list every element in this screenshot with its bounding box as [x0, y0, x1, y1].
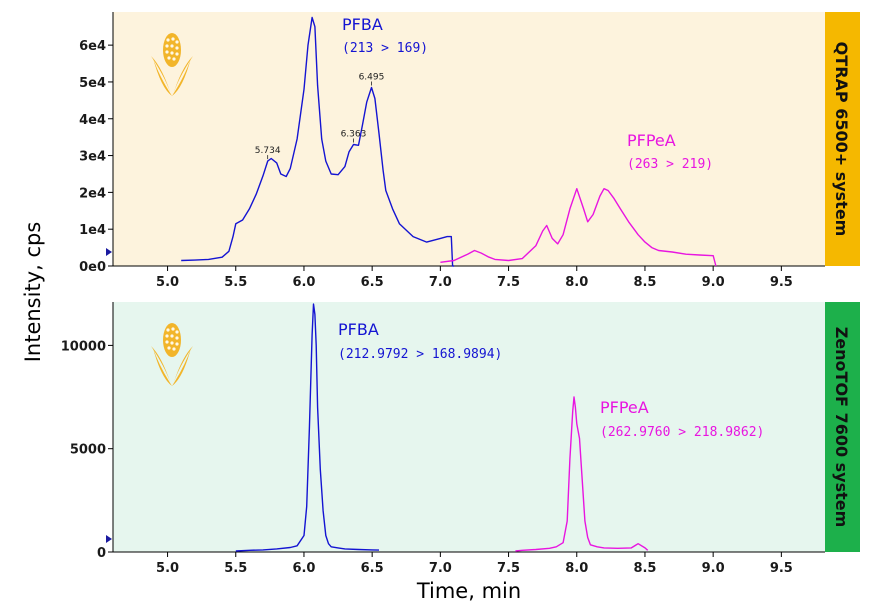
- top-y-tick-label: 3e4: [79, 150, 106, 165]
- top-y-ticks: 0e0 1e4 2e4 3e4 4e4 5e4 6e4: [79, 39, 113, 275]
- top-series-line-pfpea: [440, 187, 717, 267]
- bottom-y-tick-label: 5000: [70, 443, 106, 458]
- top-pfpea-label: PFPeA: [627, 131, 676, 150]
- bottom-x-tick-label: 6.0: [292, 561, 315, 576]
- top-y-tick-label: 4e4: [79, 113, 106, 128]
- bottom-x-tick-label: 5.5: [224, 561, 247, 576]
- top-x-ticks: 5.0 5.5 6.0 6.5 7.0 7.5 8.0 8.5 9.0 9.5: [156, 266, 793, 290]
- top-panel: 0e0 1e4 2e4 3e4 4e4 5e4 6e4 5.0 5.5 6.0 6.5 7.0 7.5…: [79, 12, 860, 290]
- top-plot-background: [113, 12, 825, 266]
- top-x-tick-label: 5.0: [156, 275, 179, 290]
- top-peak-annotation: 5.734: [255, 146, 281, 156]
- bottom-y-tick-label: 10000: [61, 339, 106, 354]
- bottom-panel: 0 5000 10000 5.0 5.5 6.0 6.5 7.0 7.5 8.0 8.5 9.0 9.…: [61, 302, 860, 576]
- bottom-pfpea-label: PFPeA: [600, 398, 649, 417]
- top-instrument-strip: [825, 12, 860, 266]
- top-x-tick-label: 9.5: [770, 275, 793, 290]
- arrow-marker-icon: [106, 248, 112, 256]
- arrow-marker-icon: [106, 535, 112, 543]
- top-y-tick-label: 0e0: [79, 260, 106, 275]
- bottom-x-tick-label: 8.0: [565, 561, 588, 576]
- corn-icon: [151, 323, 193, 388]
- corn-icon: [151, 33, 193, 98]
- bottom-x-tick-label: 7.0: [429, 561, 452, 576]
- bottom-y-ticks: 0 5000 10000: [61, 339, 113, 561]
- top-y-tick-label: 1e4: [79, 223, 106, 238]
- top-x-tick-label: 8.5: [633, 275, 656, 290]
- top-x-tick-label: 7.0: [429, 275, 452, 290]
- bottom-x-tick-label: 7.5: [497, 561, 520, 576]
- top-x-tick-label: 7.5: [497, 275, 520, 290]
- bottom-x-ticks: 5.0 5.5 6.0 6.5 7.0 7.5 8.0 8.5 9.0 9.5: [156, 552, 793, 576]
- bottom-x-tick-label: 6.5: [361, 561, 384, 576]
- top-instrument-label: QTRAP 6500+ system: [832, 42, 851, 237]
- bottom-series-line-pfpea: [515, 396, 649, 552]
- bottom-series-group: [235, 303, 649, 552]
- bottom-pfba-label: PFBA: [338, 320, 379, 339]
- bottom-x-tick-label: 9.0: [702, 561, 725, 576]
- top-x-tick-label: 6.5: [361, 275, 384, 290]
- bottom-series-line-pfba: [235, 303, 380, 552]
- top-x-tick-label: 8.0: [565, 275, 588, 290]
- bottom-y-tick-label: 0: [97, 546, 106, 561]
- bottom-pfba-transition: (212.9792 > 168.9894): [338, 347, 502, 362]
- x-axis-title: Time, min: [416, 579, 521, 603]
- top-pfba-label: PFBA: [342, 15, 383, 34]
- top-y-tick-label: 6e4: [79, 39, 106, 54]
- bottom-x-tick-label: 9.5: [770, 561, 793, 576]
- bottom-x-tick-label: 5.0: [156, 561, 179, 576]
- top-y-tick-label: 5e4: [79, 76, 106, 91]
- top-peak-annotation: 6.495: [359, 72, 385, 82]
- top-x-tick-label: 9.0: [702, 275, 725, 290]
- top-peak-annotation: 6.363: [341, 130, 367, 140]
- top-peak-annotations: 5.734 6.363 6.495: [255, 72, 385, 160]
- top-x-tick-label: 5.5: [224, 275, 247, 290]
- top-y-tick-label: 2e4: [79, 186, 106, 201]
- top-series-line-pfba: [181, 16, 454, 267]
- top-pfpea-transition: (263 > 219): [627, 157, 713, 172]
- bottom-x-tick-label: 8.5: [633, 561, 656, 576]
- y-axis-title: Intensity, cps: [21, 222, 45, 363]
- bottom-instrument-strip: [825, 302, 860, 552]
- bottom-instrument-label: ZenoTOF 7600 system: [832, 327, 851, 528]
- top-pfba-transition: (213 > 169): [342, 41, 428, 56]
- top-series-group: [181, 16, 717, 267]
- bottom-pfpea-transition: (262.9760 > 218.9862): [600, 425, 764, 440]
- bottom-plot-background: [113, 302, 825, 552]
- top-x-tick-label: 6.0: [292, 275, 315, 290]
